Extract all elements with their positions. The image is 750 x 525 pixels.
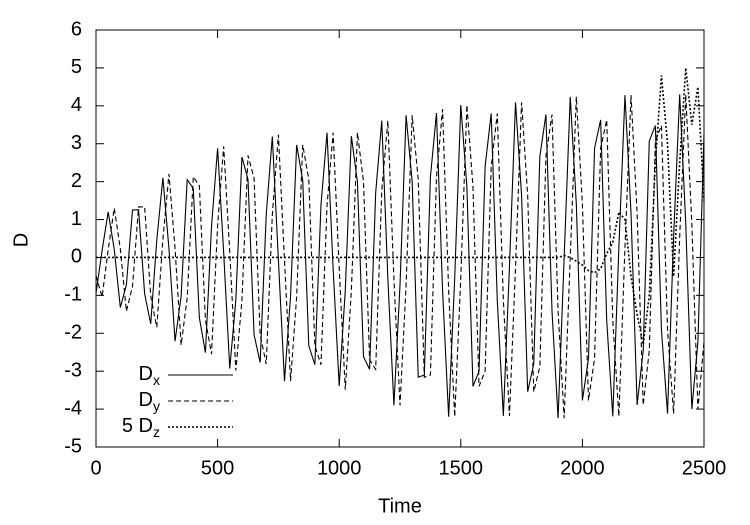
- data-line: [95, 94, 705, 419]
- y-tick-label: 3: [71, 132, 82, 154]
- x-tick-label: 2000: [560, 457, 605, 479]
- y-tick-label: -3: [64, 359, 82, 381]
- x-tick-label: 1000: [317, 457, 362, 479]
- y-tick-label: -2: [64, 322, 82, 344]
- y-tick-label: -5: [64, 435, 82, 457]
- y-tick-label: -4: [64, 397, 82, 419]
- data-line: [96, 67, 705, 345]
- y-tick-label: 6: [71, 18, 82, 40]
- legend-label: 5 Dz: [122, 415, 160, 439]
- x-axis-label: Time: [378, 495, 422, 517]
- y-tick-label: 1: [71, 208, 82, 230]
- y-tick-label: 4: [71, 94, 82, 116]
- y-axis-label: D: [10, 233, 32, 247]
- x-tick-label: 2500: [682, 457, 727, 479]
- y-tick-label: 5: [71, 56, 82, 78]
- y-tick-label: 0: [71, 246, 82, 268]
- legend-label: Dy: [139, 389, 160, 413]
- legend-label: Dx: [139, 363, 160, 387]
- y-tick-label: 2: [71, 170, 82, 192]
- y-tick-label: -1: [64, 284, 82, 306]
- plot-frame: [95, 29, 705, 448]
- x-tick-label: 0: [90, 457, 101, 479]
- x-tick-label: 1500: [439, 457, 484, 479]
- x-tick-label: 500: [201, 457, 234, 479]
- data-line: [95, 94, 705, 419]
